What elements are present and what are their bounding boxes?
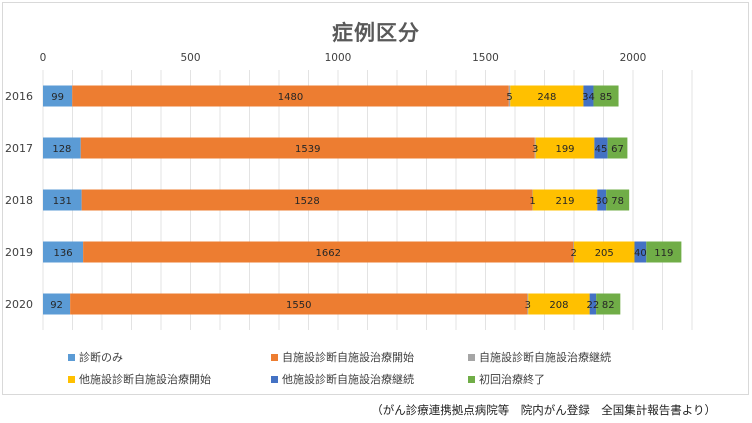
legend-label: 初回治療終了: [479, 373, 545, 386]
legend-label: 自施設診断自施設治療開始: [282, 351, 414, 364]
data-label: 219: [555, 196, 574, 207]
bar-segment: [43, 189, 82, 211]
bar-segment: [43, 137, 81, 159]
legend-item: 自施設診断自施設治療継続: [468, 349, 611, 365]
data-label: 85: [600, 92, 613, 103]
bar-segment: [606, 189, 630, 211]
bar-segment: [594, 137, 608, 159]
bar-segment: [80, 137, 535, 159]
bar-segment: [646, 241, 682, 263]
legend-item: 他施設診断自施設治療継続: [271, 371, 414, 387]
legend-swatch: [468, 354, 475, 361]
legend-swatch: [468, 376, 475, 383]
bar-segment: [593, 85, 619, 107]
data-label: 128: [52, 144, 71, 155]
data-label: 199: [555, 144, 574, 155]
data-label: 99: [51, 92, 64, 103]
data-label: 119: [654, 248, 673, 259]
x-tick-label: 1500: [472, 52, 499, 64]
bar-segment: [43, 293, 71, 315]
bar-segment: [528, 293, 590, 315]
bar-segment: [574, 241, 635, 263]
legend-label: 他施設診断自施設治療継続: [282, 373, 414, 386]
bar-segment: [43, 241, 84, 263]
bar-segment: [607, 137, 628, 159]
legend-item: 自施設診断自施設治療開始: [271, 349, 414, 365]
bar-segment: [510, 85, 584, 107]
bar-segment: [597, 189, 607, 211]
chart-legend: 診断のみ 自施設診断自施設治療開始 自施設診断自施設治療継続他施設診断自施設治療開始…: [68, 345, 688, 389]
legend-swatch: [68, 376, 75, 383]
bar-segment: [534, 137, 536, 159]
y-category-label: 2020: [5, 298, 33, 311]
data-label: 1550: [286, 300, 311, 311]
bar-segment: [634, 241, 647, 263]
legend-item: 初回治療終了: [468, 371, 545, 387]
bar-segment: [83, 241, 574, 263]
legend-swatch: [68, 354, 75, 361]
y-category-label: 2019: [5, 246, 33, 259]
data-label: 92: [50, 300, 63, 311]
data-label: 1: [529, 196, 535, 207]
data-label: 131: [53, 196, 72, 207]
data-label: 30: [595, 196, 608, 207]
data-label: 205: [595, 248, 614, 259]
bar-segment: [81, 189, 533, 211]
x-tick-label: 0: [40, 52, 47, 64]
bar-segment: [535, 137, 595, 159]
data-label: 67: [611, 144, 624, 155]
data-label: 40: [634, 248, 647, 259]
data-label: 5: [506, 92, 512, 103]
bar-segment: [508, 85, 511, 107]
data-label: 136: [54, 248, 73, 259]
legend-item: 他施設診断自施設治療開始: [68, 371, 211, 387]
x-tick-label: 2000: [620, 52, 647, 64]
data-label: 1528: [294, 196, 319, 207]
data-label: 208: [549, 300, 568, 311]
data-label: 248: [537, 92, 556, 103]
y-category-label: 2018: [5, 194, 33, 207]
source-note: （がん診療連携拠点病院等 院内がん登録 全国集計報告書より）: [371, 403, 716, 417]
bar-segment: [70, 293, 528, 315]
data-label: 22: [587, 300, 600, 311]
data-label: 2: [571, 248, 577, 259]
data-label: 1662: [316, 248, 341, 259]
bar-segment: [527, 293, 529, 315]
data-label: 1480: [278, 92, 303, 103]
bar-segment: [573, 241, 575, 263]
x-tick-label: 500: [180, 52, 200, 64]
legend-swatch: [271, 354, 278, 361]
data-label: 45: [595, 144, 608, 155]
data-label: 3: [525, 300, 531, 311]
chart-title: 症例区分: [332, 21, 420, 45]
y-category-label: 2016: [5, 90, 33, 103]
bar-segment: [72, 85, 509, 107]
data-label: 3: [532, 144, 538, 155]
bar-segment: [43, 85, 73, 107]
data-label: 82: [602, 300, 615, 311]
data-label: 1539: [295, 144, 320, 155]
data-label: 78: [611, 196, 624, 207]
legend-item: 診断のみ: [68, 349, 123, 365]
y-category-label: 2017: [5, 142, 33, 155]
bar-segment: [532, 189, 598, 211]
bar-segment: [583, 85, 594, 107]
bar-segment: [596, 293, 621, 315]
legend-label: 自施設診断自施設治療継続: [479, 351, 611, 364]
bar-segment: [589, 293, 597, 315]
x-tick-label: 1000: [325, 52, 352, 64]
legend-label: 診断のみ: [79, 351, 123, 364]
legend-label: 他施設診断自施設治療開始: [79, 373, 211, 386]
data-label: 34: [582, 92, 595, 103]
legend-swatch: [271, 376, 278, 383]
